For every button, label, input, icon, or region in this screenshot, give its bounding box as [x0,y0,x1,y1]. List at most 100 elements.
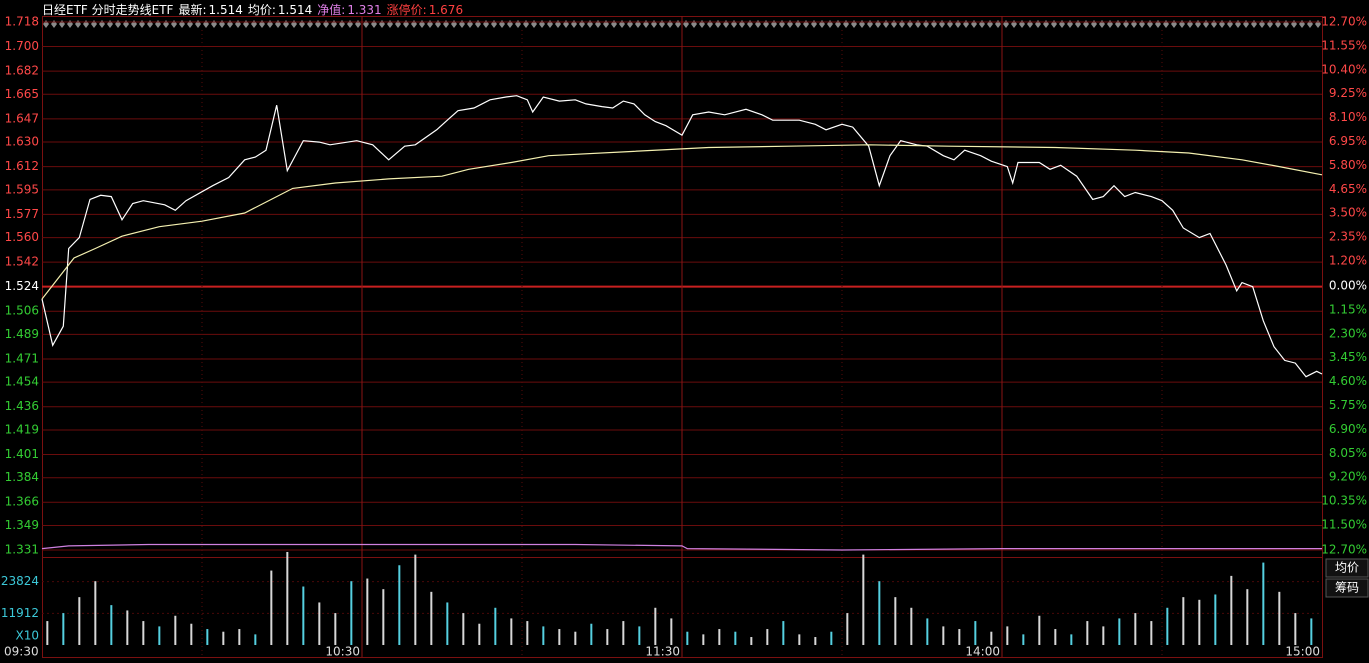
y2-tick-label: 12.70% [1321,15,1367,29]
y2-tick-label: 3.45% [1329,350,1367,364]
button[interactable] [1325,578,1369,598]
x-tick-label: 15:00 [1285,645,1320,659]
volume-bar [302,586,305,645]
volume-unit: X10 [16,629,40,643]
y-tick-label: 1.349 [5,518,39,532]
y-tick-label: 1.489 [5,327,39,341]
y-tick-label: 1.577 [5,207,39,221]
volume-bar [478,623,481,645]
y-tick-label: 1.700 [5,39,39,53]
x-tick-label: 09:30 [4,645,39,659]
y2-tick-label: 5.80% [1329,158,1367,172]
readout-label: 涨停价: [387,2,427,17]
volume-bar [1022,634,1025,645]
volume-bar [238,629,241,645]
volume-bar [926,618,929,645]
y-tick-label: 1.366 [5,495,39,509]
volume-bar [1214,594,1217,645]
y2-tick-label: 6.90% [1329,422,1367,436]
volume-bar [254,634,257,645]
volume-tick-label: 11912 [1,606,39,620]
volume-bar [62,613,65,645]
y-tick-label: 1.560 [5,230,39,244]
volume-bar [190,623,193,645]
volume-bar [510,618,513,645]
volume-bar [382,589,385,645]
y-tick-label: 1.524 [5,279,39,293]
volume-bar [798,634,801,645]
volume-bar [206,629,209,645]
series-line [41,543,1322,551]
volume-bar [94,581,97,645]
volume-bar [286,551,289,645]
y2-tick-label: 4.60% [1329,374,1367,388]
volume-bar [1150,621,1153,645]
volume-bar [446,602,449,645]
y-tick-label: 1.454 [5,375,39,389]
volume-bar [862,554,865,645]
volume-bar [878,581,881,645]
y2-tick-label: 9.25% [1329,86,1367,100]
volume-bar [350,581,353,645]
y-tick-label: 1.718 [5,15,39,29]
y2-tick-label: 4.65% [1329,182,1367,196]
y2-tick-label: 2.30% [1329,326,1367,340]
volume-tick-label: 23824 [1,574,39,588]
volume-bar [526,621,529,645]
volume-bar [1246,589,1249,645]
y2-tick-label: 6.95% [1329,134,1367,148]
y2-tick-label: 2.35% [1329,230,1367,244]
y-tick-label: 1.630 [5,135,39,149]
y2-tick-label: 1.20% [1329,254,1367,268]
volume-bar [334,613,337,645]
volume-bar [46,621,49,645]
volume-bar [686,631,689,645]
y-tick-label: 1.682 [5,64,39,78]
button-label[interactable]: 均价 [1335,561,1359,575]
volume-bar [702,634,705,645]
volume-bar [158,626,161,645]
button[interactable] [1325,558,1369,578]
volume-bar [654,607,657,645]
readout-value: 1.514 [209,3,243,17]
volume-bar [718,629,721,645]
volume-bar [222,631,225,645]
y-tick-label: 1.384 [5,470,39,484]
volume-bar [558,629,561,645]
volume-bar [606,629,609,645]
header-title: 日经ETF 分时走势线ETF [42,3,174,17]
volume-bar [430,591,433,645]
button-label[interactable]: 筹码 [1335,581,1359,595]
y-tick-label: 1.612 [5,159,39,173]
volume-bar [670,618,673,645]
readout-value: 1.676 [429,3,463,17]
y2-tick-label: 10.40% [1321,62,1367,76]
x-tick-label: 11:30 [645,645,680,659]
series-line [41,144,1323,300]
volume-bar [174,615,177,645]
volume-bar [974,621,977,645]
volume-bar [126,610,129,645]
readout-value: 1.514 [278,3,312,17]
y2-tick-label: 0.00% [1329,279,1367,293]
volume-bar [782,621,785,645]
y-tick-label: 1.595 [5,182,39,196]
volume-bar [78,597,81,645]
header: 日经ETF 分时走势线ETF 最新: 1.514 均价: 1.514 净值: 1.331 涨停… [42,2,463,17]
y2-tick-label: 11.55% [1321,38,1367,52]
y2-tick-label: 10.35% [1321,494,1367,508]
volume-bar [1310,618,1313,645]
volume-bar [750,637,753,645]
y2-tick-label: 8.05% [1329,446,1367,460]
volume-bar [734,631,737,645]
y2-tick-label: 12.70% [1321,543,1367,557]
volume-bar [462,613,465,645]
x-tick-label: 10:30 [325,645,360,659]
x-tick-label: 14:00 [965,645,1000,659]
readout-label: 最新: [178,2,206,17]
y-tick-label: 1.506 [5,304,39,318]
y-tick-label: 1.471 [5,351,39,365]
volume-bar [638,626,641,645]
